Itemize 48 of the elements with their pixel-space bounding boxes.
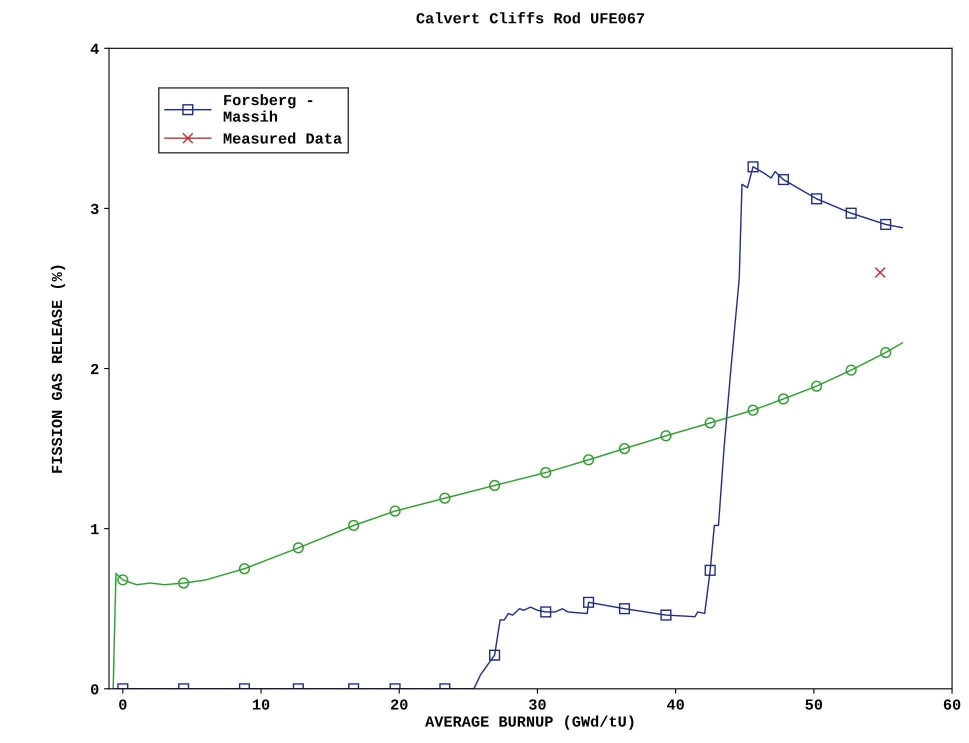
- point: [439, 492, 450, 504]
- point: [178, 578, 190, 589]
- y-tick-label: 4: [90, 44, 99, 54]
- point: [846, 364, 857, 376]
- point: [880, 218, 892, 230]
- point: [811, 193, 822, 204]
- point: [660, 610, 672, 621]
- x-tick-label: 0: [119, 699, 127, 710]
- point: [540, 606, 552, 618]
- point: [874, 266, 886, 278]
- point: [489, 650, 500, 661]
- y-tick-label: 2: [91, 364, 98, 374]
- point: [747, 404, 759, 416]
- y-tick-label: 3: [90, 204, 99, 214]
- y-tick-label: 0: [90, 684, 98, 694]
- y-axis-title: FISSION GAS RELEASE (%): [50, 266, 66, 473]
- chart-title: Calvert Cliffs Rod UFE067: [416, 12, 644, 24]
- point: [660, 430, 672, 442]
- x-tick-label: 50: [805, 699, 822, 710]
- point: [489, 480, 500, 491]
- point: [778, 174, 789, 186]
- point: [880, 346, 892, 358]
- line-series: [112, 342, 903, 689]
- point: [618, 443, 630, 454]
- x-tick-label: 20: [390, 699, 408, 710]
- point: [117, 574, 128, 586]
- point: [238, 563, 250, 574]
- x-tick-label: 30: [528, 699, 546, 710]
- point: [618, 603, 630, 614]
- point: [583, 454, 594, 466]
- point: [811, 380, 822, 392]
- point: [292, 542, 304, 554]
- x-tick-label: 10: [252, 699, 270, 710]
- point: [540, 467, 552, 478]
- point: [583, 596, 594, 608]
- legend-label: Measured Data: [224, 132, 342, 144]
- point: [390, 505, 401, 517]
- x-tick-label: 60: [944, 699, 960, 710]
- x-axis-title: AVERAGE BURNUP (GWd/tU): [425, 716, 634, 730]
- x-tick-label: 40: [667, 699, 684, 710]
- point: [704, 564, 716, 576]
- y-tick-label: 1: [91, 524, 99, 534]
- point: [846, 208, 857, 219]
- point: [747, 161, 759, 172]
- legend-label: Forsberg - Massih: [224, 94, 312, 122]
- point: [348, 520, 360, 531]
- point: [704, 417, 716, 429]
- point: [778, 393, 789, 405]
